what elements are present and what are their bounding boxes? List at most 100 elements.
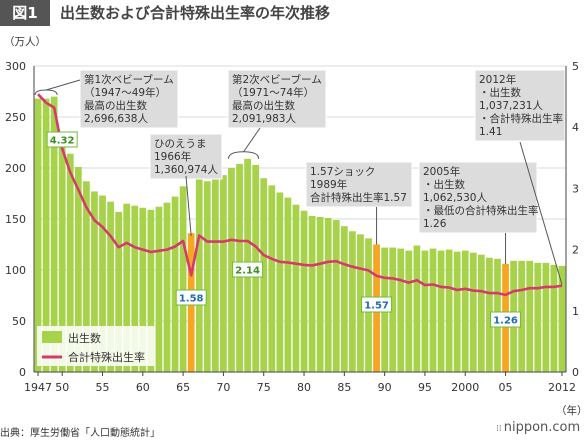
- rate-label-box: [361, 296, 393, 313]
- birth-bar: [518, 260, 526, 372]
- y-tick-label: 150: [5, 213, 26, 226]
- birth-bar: [357, 234, 364, 372]
- birth-bar: [445, 249, 453, 372]
- annotation-line: 2,091,983人: [232, 113, 296, 125]
- birth-bar: [268, 185, 276, 372]
- birth-bar: [413, 245, 421, 372]
- annotation-line: ひのえうま: [154, 138, 207, 150]
- birth-bar: [300, 210, 308, 372]
- y-tick-label: 100: [5, 264, 26, 277]
- y-tick-label: 250: [5, 111, 26, 124]
- birth-bar: [340, 226, 348, 372]
- left-axis-unit: （万人）: [4, 36, 46, 48]
- birth-bar: [349, 231, 356, 372]
- annotation-line: 最高の出生数: [232, 99, 295, 112]
- annotation-line: 1.57ショック: [310, 166, 375, 178]
- figure-badge: 図1: [0, 0, 50, 26]
- header-bar: 図1 出生数および合計特殊出生率の年次推移: [0, 0, 584, 26]
- annotation-line: 1966年: [154, 150, 191, 163]
- logo-text: nippon.com: [503, 420, 581, 435]
- annotation-line: ・出生数: [423, 178, 465, 191]
- connector-boom-2: [243, 127, 261, 153]
- birth-bar: [308, 215, 316, 372]
- birth-bar: [123, 203, 131, 372]
- birth-bar: [220, 175, 227, 372]
- fertility-rate-line: [37, 93, 563, 297]
- birth-bar: [316, 216, 324, 372]
- birth-bar: [486, 257, 493, 372]
- birth-bar: [324, 217, 332, 372]
- x-tick-label: 60: [136, 381, 150, 394]
- x-tick-label: 95: [418, 381, 432, 394]
- x-tick-label: 85: [337, 381, 351, 394]
- rate-label-box: [46, 131, 78, 148]
- birth-bar: [50, 96, 58, 372]
- y-tick-label: 300: [5, 60, 26, 73]
- annotation-line: 1,037,231人: [479, 100, 543, 112]
- birth-bar: [171, 196, 179, 372]
- birth-bar: [195, 174, 203, 372]
- y2-tick-label: 4: [572, 121, 579, 134]
- rate-label-box: [490, 311, 522, 328]
- x-tick-label: 65: [176, 381, 190, 394]
- birth-bar: [550, 264, 558, 372]
- birth-bar: [203, 181, 211, 372]
- birth-bar: [260, 178, 268, 372]
- x-tick-label: 2000: [451, 381, 479, 394]
- birth-bar: [292, 204, 300, 372]
- x-axis-unit: （年）: [556, 405, 584, 417]
- connector-hinoeuma: [185, 175, 192, 237]
- birth-bar: [389, 247, 397, 372]
- birth-bar: [58, 133, 66, 372]
- annotation-line: 第1次ベビーブーム: [84, 73, 174, 86]
- y2-tick-label: 5: [572, 60, 579, 73]
- birth-bar: [469, 252, 477, 372]
- x-tick-label: 75: [257, 381, 271, 394]
- birth-bar: [405, 250, 413, 372]
- birth-bar: [34, 98, 42, 372]
- x-tick-label: 05: [499, 381, 513, 394]
- fertility-rate-series: [37, 93, 563, 297]
- birth-bar: [558, 265, 566, 372]
- source-note: 出典：厚生労働省「人口動態統計」: [0, 428, 160, 439]
- birth-bar: [429, 248, 437, 372]
- rate-label: 4.32: [50, 136, 75, 147]
- annotation-box: [474, 69, 566, 142]
- y2-tick-label: 1: [572, 305, 579, 318]
- annotation-line: 1989年: [310, 178, 347, 191]
- birth-bar: [276, 192, 284, 372]
- rate-label: 1.57: [364, 301, 389, 312]
- birth-bar: [284, 197, 292, 372]
- annotation-line: （1947〜49年）: [84, 86, 166, 99]
- birth-bar: [74, 166, 82, 372]
- x-tick-label: 1947: [24, 381, 52, 394]
- annotation-box: [227, 69, 327, 129]
- x-tick-label: 80: [297, 381, 311, 394]
- annotation-line: 2,696,638人: [84, 113, 148, 125]
- connector-2012: [519, 141, 563, 285]
- annotation-box: [418, 161, 538, 234]
- x-tick-label: 2012: [548, 381, 576, 394]
- annotation-box: [305, 161, 413, 208]
- annotation-line: 合計特殊出生率1.57: [310, 191, 407, 204]
- birth-bar: [211, 179, 219, 372]
- birth-bar: [91, 191, 98, 372]
- birth-bar: [66, 153, 74, 372]
- y-tick-label: 200: [5, 162, 26, 175]
- legend-line-label: 合計特殊出生率: [68, 350, 145, 364]
- birth-bar: [228, 168, 235, 372]
- birth-bar: [131, 205, 139, 372]
- y-tick-label: 0: [19, 366, 26, 379]
- annotation-line: ・出生数: [479, 86, 521, 99]
- logo-dots-icon: ⁞⁞: [496, 424, 502, 434]
- birth-bar: [147, 209, 155, 372]
- birth-bar: [115, 211, 123, 372]
- annotation-line: 最高の出生数: [84, 99, 147, 112]
- birth-bar: [107, 201, 114, 372]
